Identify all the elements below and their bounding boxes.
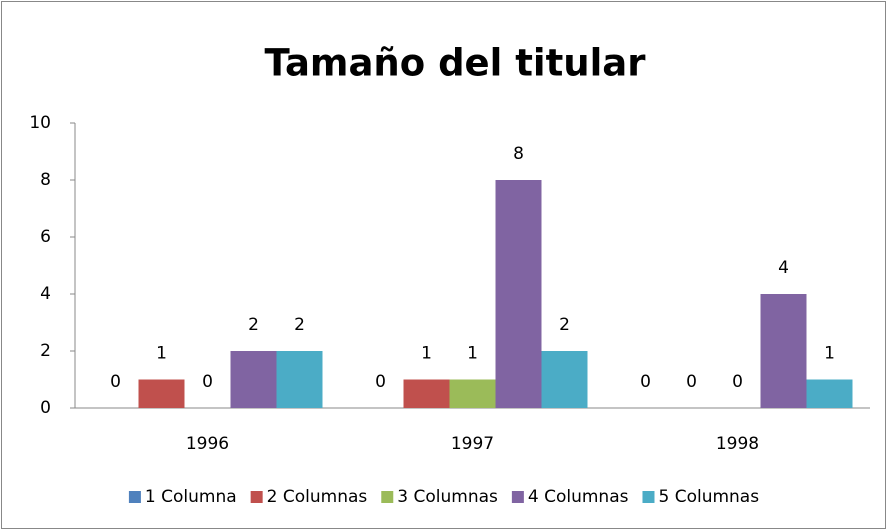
legend-swatch [511, 491, 524, 503]
bar [449, 379, 496, 408]
legend-label: 4 Columnas [528, 487, 629, 507]
data-label: 1 [156, 344, 167, 364]
legend-swatch [381, 491, 394, 503]
bar [403, 379, 450, 408]
data-label: 0 [640, 372, 651, 392]
bar [230, 351, 277, 408]
legend-swatch [250, 491, 263, 503]
chart-title: Tamaño del titular [264, 42, 646, 85]
data-label: 0 [375, 372, 386, 392]
legend-label: 2 Columnas [267, 487, 368, 507]
data-label: 1 [421, 344, 432, 364]
y-tick-label: 6 [40, 227, 51, 247]
data-label: 8 [513, 144, 524, 164]
legend-swatch [642, 491, 655, 503]
y-tick-label: 0 [40, 398, 51, 418]
data-label: 0 [732, 372, 743, 392]
data-label: 2 [294, 315, 305, 335]
bar [541, 351, 588, 408]
bar [276, 351, 323, 408]
x-tick-label: 1998 [716, 434, 759, 454]
data-label: 0 [110, 372, 121, 392]
bar [495, 180, 542, 408]
legend-label: 3 Columnas [397, 487, 498, 507]
y-tick-label: 8 [40, 170, 51, 190]
data-label: 2 [559, 315, 570, 335]
y-tick-label: 2 [40, 341, 51, 361]
x-tick-label: 1997 [451, 434, 494, 454]
bar [138, 379, 185, 408]
data-label: 2 [248, 315, 259, 335]
bar [760, 294, 807, 408]
data-label: 1 [824, 344, 835, 364]
y-tick-label: 4 [40, 284, 51, 304]
bar [806, 379, 853, 408]
legend-label: 5 Columnas [658, 487, 759, 507]
data-label: 1 [467, 344, 478, 364]
x-tick-label: 1996 [186, 434, 229, 454]
data-label: 0 [202, 372, 213, 392]
y-tick-label: 10 [29, 113, 51, 133]
data-label: 4 [778, 258, 789, 278]
legend-swatch [128, 491, 141, 503]
data-label: 0 [686, 372, 697, 392]
legend-label: 1 Columna [145, 487, 237, 507]
